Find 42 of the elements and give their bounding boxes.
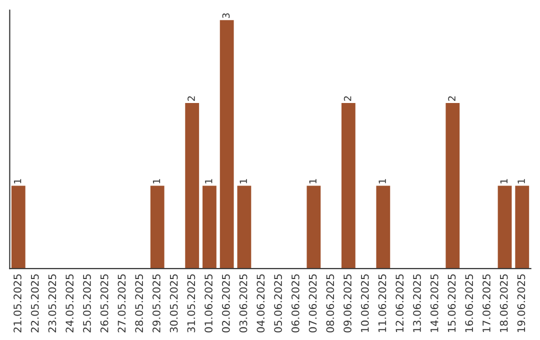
x-tick-label: 22.05.2025	[30, 274, 39, 332]
x-tick-label: 01.06.2025	[204, 274, 212, 332]
data-label: 1	[205, 179, 212, 184]
data-label: 1	[378, 179, 386, 184]
x-tick-label: 09.06.2025	[344, 274, 352, 332]
x-tick-label: 19.06.2025	[517, 274, 526, 332]
x-tick-label: 30.05.2025	[170, 274, 178, 332]
x-tick-label: 28.05.2025	[135, 274, 144, 332]
x-tick-label: 16.06.2025	[465, 274, 474, 332]
x-tick-label: 07.06.2025	[308, 274, 317, 332]
x-tick-label: 24.05.2025	[66, 274, 74, 332]
x-tick-label: 27.05.2025	[118, 274, 126, 332]
data-label: 2	[344, 96, 352, 101]
x-tick-label: 05.06.2025	[274, 274, 282, 332]
x-tick-label: 10.06.2025	[360, 274, 369, 332]
data-label: 1	[152, 179, 160, 184]
x-tick-label: 23.05.2025	[48, 274, 56, 332]
x-tick-label: 13.06.2025	[413, 274, 421, 332]
x-tick-label: 21.05.2025	[14, 274, 22, 332]
x-tick-label: 26.05.2025	[100, 274, 108, 332]
data-label: 2	[188, 96, 195, 101]
data-label: 1	[240, 179, 247, 184]
x-tick-label: 25.05.2025	[83, 274, 91, 332]
x-tick-label: 31.05.2025	[187, 274, 196, 332]
x-tick-label: 04.06.2025	[256, 274, 265, 332]
data-label: 1	[518, 179, 525, 184]
x-tick-label: 02.06.2025	[222, 274, 230, 332]
x-tick-label: 29.05.2025	[152, 274, 160, 332]
x-tick-label: 14.06.2025	[430, 274, 438, 332]
data-label: 3	[222, 13, 230, 18]
x-tick-label: 03.06.2025	[239, 274, 248, 332]
x-tick-label: 17.06.2025	[482, 274, 490, 332]
data-label: 1	[14, 179, 22, 184]
x-tick-label: 12.06.2025	[396, 274, 404, 332]
x-tick-label: 11.06.2025	[378, 274, 386, 332]
x-tick-label: 08.06.2025	[326, 274, 334, 332]
data-label: 2	[448, 96, 456, 101]
x-tick-label: 18.06.2025	[500, 274, 508, 332]
data-label: 1	[309, 179, 316, 184]
x-tick-label: 15.06.2025	[448, 274, 456, 332]
data-label: 1	[500, 179, 508, 184]
x-tick-label: 06.06.2025	[291, 274, 300, 332]
